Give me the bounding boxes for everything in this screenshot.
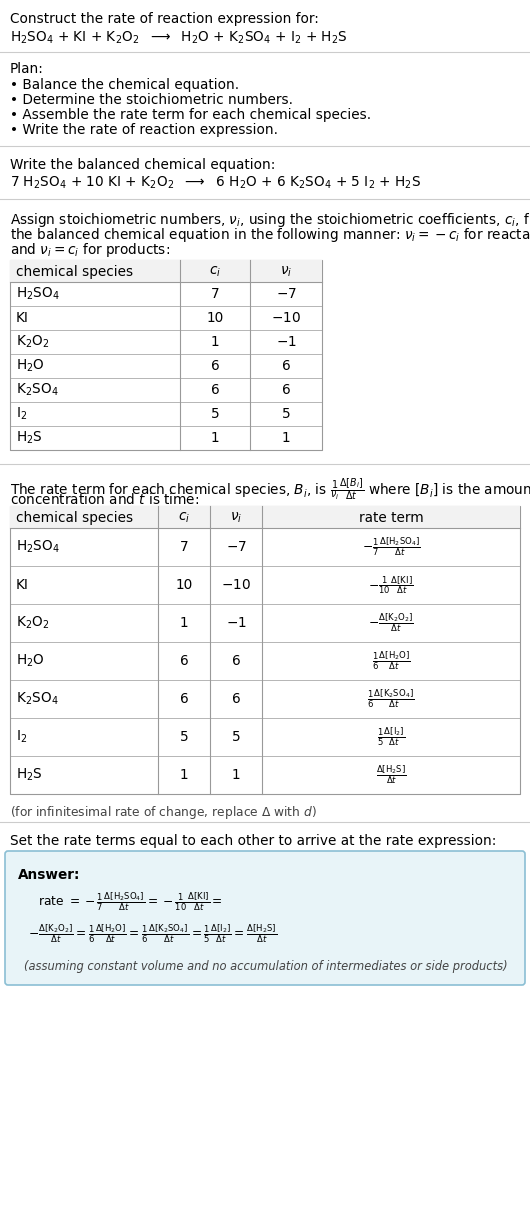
Text: $\nu_i$: $\nu_i$	[230, 511, 242, 525]
Text: 7: 7	[211, 288, 219, 301]
Text: Set the rate terms equal to each other to arrive at the rate expression:: Set the rate terms equal to each other t…	[10, 834, 497, 848]
Text: Plan:: Plan:	[10, 62, 44, 76]
Text: Answer:: Answer:	[18, 869, 81, 882]
Text: the balanced chemical equation in the following manner: $\nu_i = -c_i$ for react: the balanced chemical equation in the fo…	[10, 226, 530, 244]
Text: H$_2$SO$_4$: H$_2$SO$_4$	[16, 286, 60, 302]
Text: K$_2$SO$_4$: K$_2$SO$_4$	[16, 691, 59, 707]
Text: 6: 6	[232, 692, 240, 705]
Text: 1: 1	[180, 768, 188, 782]
Text: 1: 1	[211, 431, 219, 445]
Text: $\nu_i$: $\nu_i$	[280, 265, 292, 279]
Text: and $\nu_i = c_i$ for products:: and $\nu_i = c_i$ for products:	[10, 242, 170, 259]
Text: K$_2$O$_2$: K$_2$O$_2$	[16, 333, 49, 350]
Text: $-1$: $-1$	[226, 616, 246, 631]
Text: 6: 6	[180, 654, 188, 668]
Text: K$_2$SO$_4$: K$_2$SO$_4$	[16, 382, 59, 399]
Text: 1: 1	[211, 335, 219, 349]
Text: 6: 6	[180, 692, 188, 705]
Text: H$_2$SO$_4$: H$_2$SO$_4$	[16, 539, 60, 556]
Text: (assuming constant volume and no accumulation of intermediates or side products): (assuming constant volume and no accumul…	[24, 960, 508, 972]
Text: 10: 10	[175, 577, 192, 592]
Text: $-10$: $-10$	[271, 310, 301, 325]
Text: $c_i$: $c_i$	[178, 511, 190, 525]
Text: Write the balanced chemical equation:: Write the balanced chemical equation:	[10, 158, 276, 172]
Text: 6: 6	[281, 383, 290, 397]
Text: • Balance the chemical equation.: • Balance the chemical equation.	[10, 79, 239, 92]
Text: 1: 1	[232, 768, 240, 782]
Text: • Write the rate of reaction expression.: • Write the rate of reaction expression.	[10, 123, 278, 137]
Text: 6: 6	[232, 654, 240, 668]
Text: K$_2$O$_2$: K$_2$O$_2$	[16, 615, 49, 632]
Text: 6: 6	[211, 383, 219, 397]
Text: $-7$: $-7$	[276, 288, 296, 301]
Bar	[10, 260, 322, 281]
Text: 1: 1	[180, 616, 188, 631]
Text: $-\frac{\Delta[\mathrm{K_2O_2}]}{\Delta t} = \frac{1}{6}\frac{\Delta[\mathrm{H_2: $-\frac{\Delta[\mathrm{K_2O_2}]}{\Delta …	[28, 922, 277, 945]
Text: 7: 7	[180, 540, 188, 554]
Text: $\frac{\Delta[\mathrm{H_2S}]}{\Delta t}$: $\frac{\Delta[\mathrm{H_2S}]}{\Delta t}$	[376, 763, 407, 786]
Text: 5: 5	[180, 730, 188, 744]
Text: The rate term for each chemical species, $B_i$, is $\frac{1}{\nu_i}\frac{\Delta[: The rate term for each chemical species,…	[10, 476, 530, 503]
Text: KI: KI	[16, 310, 29, 325]
Text: $\frac{1}{6}\frac{\Delta[\mathrm{K_2SO_4}]}{\Delta t}$: $\frac{1}{6}\frac{\Delta[\mathrm{K_2SO_4…	[367, 687, 415, 710]
Text: $-\frac{1}{10}\frac{\Delta[\mathrm{KI}]}{\Delta t}$: $-\frac{1}{10}\frac{\Delta[\mathrm{KI}]}…	[368, 574, 414, 596]
Text: 1: 1	[281, 431, 290, 445]
Text: H$_2$SO$_4$ + KI + K$_2$O$_2$  $\longrightarrow$  H$_2$O + K$_2$SO$_4$ + I$_2$ +: H$_2$SO$_4$ + KI + K$_2$O$_2$ $\longrigh…	[10, 30, 348, 46]
Text: KI: KI	[16, 577, 29, 592]
Bar	[10, 260, 322, 451]
Text: Construct the rate of reaction expression for:: Construct the rate of reaction expressio…	[10, 12, 319, 27]
Text: 10: 10	[206, 310, 224, 325]
Bar	[10, 506, 520, 528]
Text: Assign stoichiometric numbers, $\nu_i$, using the stoichiometric coefficients, $: Assign stoichiometric numbers, $\nu_i$, …	[10, 211, 530, 230]
Text: $-\frac{1}{7}\frac{\Delta[\mathrm{H_2SO_4}]}{\Delta t}$: $-\frac{1}{7}\frac{\Delta[\mathrm{H_2SO_…	[361, 535, 420, 558]
Text: H$_2$O: H$_2$O	[16, 652, 45, 669]
Text: I$_2$: I$_2$	[16, 728, 27, 745]
Text: H$_2$S: H$_2$S	[16, 767, 43, 783]
FancyBboxPatch shape	[5, 850, 525, 985]
Text: $-\frac{\Delta[\mathrm{K_2O_2}]}{\Delta t}$: $-\frac{\Delta[\mathrm{K_2O_2}]}{\Delta …	[368, 611, 414, 634]
Text: 5: 5	[281, 407, 290, 422]
Text: chemical species: chemical species	[16, 265, 133, 279]
Text: 6: 6	[281, 359, 290, 373]
Text: $-1$: $-1$	[276, 335, 296, 349]
Text: • Determine the stoichiometric numbers.: • Determine the stoichiometric numbers.	[10, 93, 293, 108]
Text: I$_2$: I$_2$	[16, 406, 27, 423]
Text: $-10$: $-10$	[221, 577, 251, 592]
Text: H$_2$S: H$_2$S	[16, 430, 43, 446]
Text: 5: 5	[232, 730, 241, 744]
Text: rate $= -\frac{1}{7}\frac{\Delta[\mathrm{H_2SO_4}]}{\Delta t} = -\frac{1}{10}\fr: rate $= -\frac{1}{7}\frac{\Delta[\mathrm…	[38, 890, 223, 912]
Text: 7 H$_2$SO$_4$ + 10 KI + K$_2$O$_2$  $\longrightarrow$  6 H$_2$O + 6 K$_2$SO$_4$ : 7 H$_2$SO$_4$ + 10 KI + K$_2$O$_2$ $\lon…	[10, 175, 421, 191]
Text: 5: 5	[210, 407, 219, 422]
Text: $\frac{1}{6}\frac{\Delta[\mathrm{H_2O}]}{\Delta t}$: $\frac{1}{6}\frac{\Delta[\mathrm{H_2O}]}…	[372, 650, 410, 673]
Text: $\frac{1}{5}\frac{\Delta[\mathrm{I_2}]}{\Delta t}$: $\frac{1}{5}\frac{\Delta[\mathrm{I_2}]}{…	[377, 726, 405, 748]
Text: $-7$: $-7$	[226, 540, 246, 554]
Text: rate term: rate term	[359, 511, 423, 525]
Text: chemical species: chemical species	[16, 511, 133, 525]
Text: H$_2$O: H$_2$O	[16, 358, 45, 374]
Text: concentration and $t$ is time:: concentration and $t$ is time:	[10, 492, 199, 507]
Text: • Assemble the rate term for each chemical species.: • Assemble the rate term for each chemic…	[10, 108, 371, 122]
Bar	[10, 506, 520, 794]
Text: (for infinitesimal rate of change, replace $\Delta$ with $d$): (for infinitesimal rate of change, repla…	[10, 805, 317, 821]
Text: 6: 6	[211, 359, 219, 373]
Text: $c_i$: $c_i$	[209, 265, 221, 279]
